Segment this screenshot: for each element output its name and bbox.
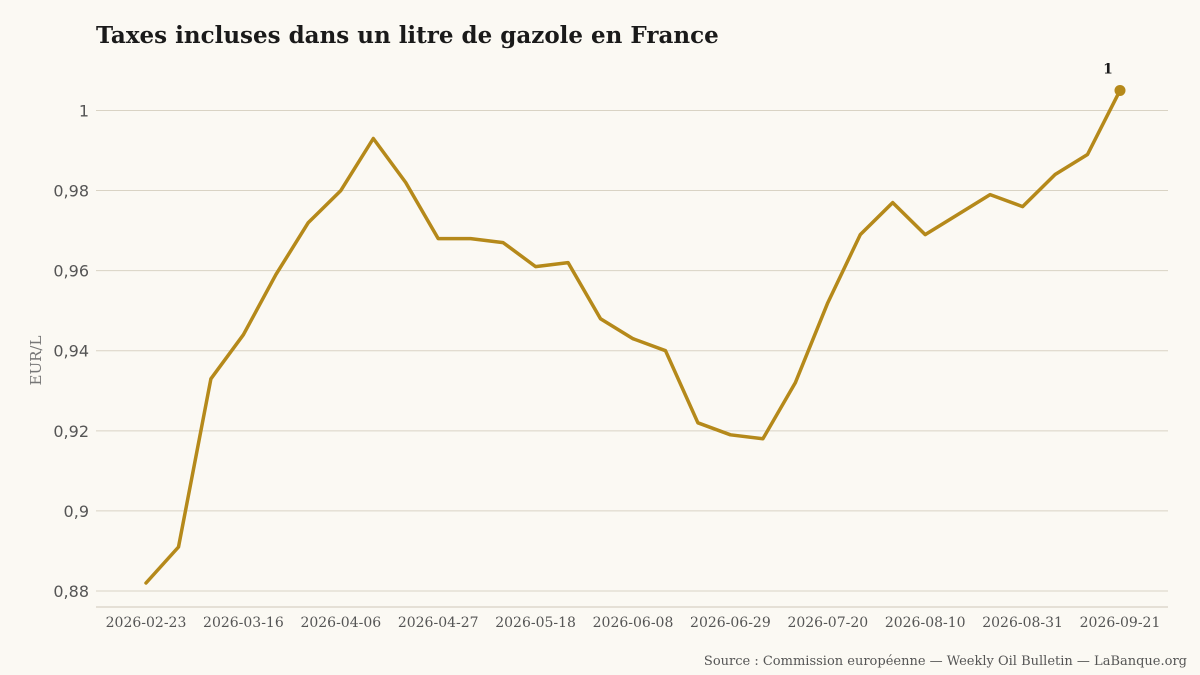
- source-note: Source : Commission européenne — Weekly …: [704, 654, 1187, 669]
- series-line: [144, 88, 1122, 585]
- y-tick-label: 0,96: [53, 262, 89, 281]
- y-tick-label: 0,9: [64, 502, 89, 521]
- x-tick-label: 2026-06-29: [690, 615, 771, 631]
- x-tick-label: 2026-05-18: [495, 615, 576, 631]
- y-tick-label: 1: [79, 101, 89, 120]
- y-tick-label: 0,94: [53, 342, 89, 361]
- x-tick-label: 2026-08-31: [982, 615, 1063, 631]
- x-tick-label: 2026-08-10: [885, 615, 966, 631]
- x-tick-label: 2026-04-27: [398, 615, 479, 631]
- y-tick-label: 0,88: [53, 582, 89, 601]
- x-tick-label: 2026-04-06: [300, 615, 381, 631]
- x-tick-label: 2026-09-21: [1080, 615, 1161, 631]
- x-tick-label: 2026-07-20: [787, 615, 868, 631]
- y-gridlines: [96, 109, 1168, 592]
- last-point-annotation: 1: [1103, 61, 1113, 77]
- y-axis-label: EUR/L: [27, 336, 45, 386]
- x-tick-label: 2026-03-16: [203, 615, 284, 631]
- last-data-point: [1114, 84, 1126, 96]
- x-tick-label: 2026-06-08: [593, 615, 674, 631]
- chart-title: Taxes incluses dans un litre de gazole e…: [96, 22, 719, 49]
- y-tick-labels: 0,88 0,9 0,92 0,94 0,96 0,98 1: [53, 101, 89, 601]
- x-tick-labels: 2026-02-23 2026-03-16 2026-04-06 2026-04-27…: [106, 615, 1161, 631]
- y-tick-label: 0,98: [53, 182, 89, 201]
- x-tick-label: 2026-02-23: [106, 615, 187, 631]
- y-tick-label: 0,92: [53, 422, 89, 441]
